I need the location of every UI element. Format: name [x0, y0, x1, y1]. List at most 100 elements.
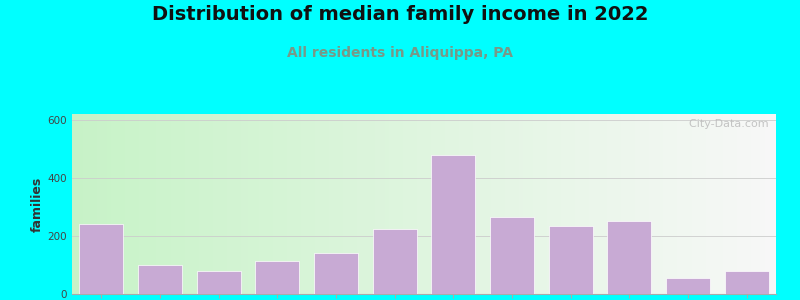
Bar [213, 114, 216, 294]
Bar [480, 114, 484, 294]
Bar [170, 114, 174, 294]
Bar [424, 114, 427, 294]
Bar [389, 114, 392, 294]
Bar [114, 114, 118, 294]
Bar [540, 114, 544, 294]
Bar [258, 114, 262, 294]
Bar [642, 114, 646, 294]
Bar [132, 114, 135, 294]
Bar [386, 114, 389, 294]
Bar [603, 114, 607, 294]
Bar [255, 261, 299, 294]
Bar [698, 114, 702, 294]
Bar [421, 114, 424, 294]
Bar [223, 114, 227, 294]
Bar [392, 114, 396, 294]
Bar [758, 114, 762, 294]
Bar [336, 114, 339, 294]
Bar [311, 114, 315, 294]
Bar [438, 114, 442, 294]
Bar [530, 114, 533, 294]
Bar [660, 114, 663, 294]
Bar [125, 114, 128, 294]
Bar [248, 114, 251, 294]
Bar [378, 114, 382, 294]
Bar [586, 114, 590, 294]
Bar [273, 114, 276, 294]
Bar [579, 114, 582, 294]
Bar [227, 114, 230, 294]
Bar [653, 114, 656, 294]
Bar [515, 114, 519, 294]
Bar [607, 221, 651, 294]
Bar [185, 114, 188, 294]
Bar [431, 154, 475, 294]
Bar [283, 114, 286, 294]
Bar [519, 114, 522, 294]
Bar [82, 114, 86, 294]
Bar [280, 114, 283, 294]
Bar [685, 114, 688, 294]
Bar [452, 114, 456, 294]
Bar [505, 114, 509, 294]
Bar [638, 114, 642, 294]
Bar [406, 114, 410, 294]
Bar [575, 114, 579, 294]
Bar [544, 114, 547, 294]
Bar [734, 114, 738, 294]
Bar [138, 265, 182, 294]
Bar [607, 114, 610, 294]
Bar [773, 114, 776, 294]
Bar [417, 114, 421, 294]
Y-axis label: families: families [30, 176, 43, 232]
Bar [241, 114, 245, 294]
Bar [251, 114, 255, 294]
Bar [197, 271, 241, 294]
Bar [562, 114, 565, 294]
Bar [512, 114, 515, 294]
Bar [547, 114, 550, 294]
Bar [354, 114, 357, 294]
Bar [160, 114, 163, 294]
Bar [713, 114, 716, 294]
Bar [650, 114, 653, 294]
Bar [192, 114, 195, 294]
Bar [255, 114, 258, 294]
Bar [597, 114, 600, 294]
Bar [202, 114, 206, 294]
Bar [357, 114, 361, 294]
Bar [474, 114, 477, 294]
Bar [142, 114, 146, 294]
Bar [618, 114, 621, 294]
Text: All residents in Aliquippa, PA: All residents in Aliquippa, PA [287, 46, 513, 61]
Bar [167, 114, 170, 294]
Bar [276, 114, 280, 294]
Bar [766, 114, 769, 294]
Text: Distribution of median family income in 2022: Distribution of median family income in … [152, 4, 648, 23]
Bar [364, 114, 368, 294]
Bar [178, 114, 181, 294]
Bar [290, 114, 294, 294]
Bar [308, 114, 311, 294]
Bar [663, 114, 667, 294]
Bar [498, 114, 502, 294]
Bar [509, 114, 512, 294]
Bar [399, 114, 403, 294]
Bar [343, 114, 346, 294]
Bar [670, 114, 674, 294]
Bar [318, 114, 322, 294]
Bar [449, 114, 452, 294]
Bar [163, 114, 167, 294]
Bar [568, 114, 572, 294]
Bar [628, 114, 632, 294]
Bar [762, 114, 766, 294]
Bar [329, 114, 333, 294]
Bar [755, 114, 758, 294]
Bar [238, 114, 241, 294]
Bar [674, 114, 678, 294]
Bar [572, 114, 575, 294]
Bar [107, 114, 110, 294]
Bar [625, 114, 628, 294]
Bar [333, 114, 336, 294]
Bar [195, 114, 198, 294]
